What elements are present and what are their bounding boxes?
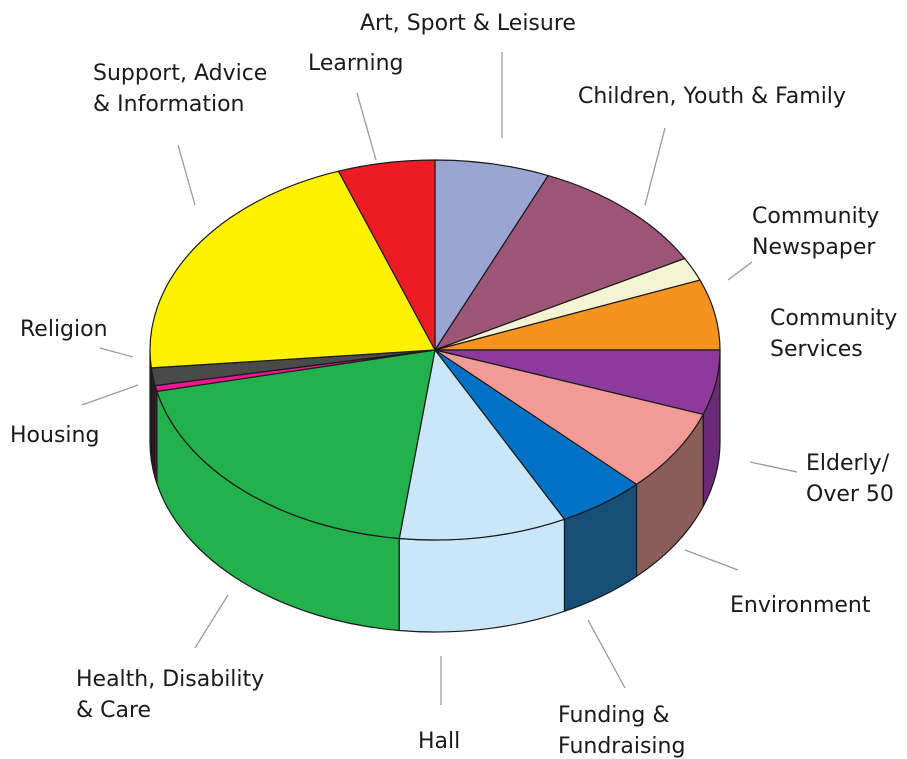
label-religion: Religion: [20, 317, 108, 342]
leader-children-youth-family: [644, 127, 666, 206]
slice-labels: Art, Sport & Leisure Children, Youth & Fa…: [10, 11, 897, 759]
pie-slices: [149, 159, 721, 541]
slice-hall: [398, 349, 565, 541]
label-line: Community: [770, 306, 897, 331]
leader-health-disability-care: [194, 594, 229, 649]
leader-community-newspaper: [727, 261, 753, 281]
slice-learning: [337, 159, 436, 351]
label-line: Hall: [418, 729, 460, 754]
label-support-advice-information: Support, Advice & Information: [93, 61, 267, 117]
label-line: Children, Youth & Family: [578, 84, 846, 109]
label-line: Services: [770, 337, 863, 362]
label-children-youth-family: Children, Youth & Family: [578, 84, 846, 109]
label-art-sport-leisure: Art, Sport & Leisure: [360, 11, 576, 36]
leader-lines: [81, 52, 798, 705]
label-funding-fundraising: Funding & Fundraising: [558, 703, 685, 759]
label-community-newspaper: Community Newspaper: [752, 204, 879, 260]
leader-religion: [99, 347, 134, 358]
label-learning: Learning: [308, 51, 404, 76]
label-environment: Environment: [730, 593, 871, 618]
label-housing: Housing: [10, 423, 99, 448]
label-health-disability-care: Health, Disability & Care: [76, 667, 264, 723]
label-line: Learning: [308, 51, 404, 76]
leader-environment: [684, 549, 739, 571]
slice-art-sport-leisure: [434, 159, 549, 351]
label-line: Art, Sport & Leisure: [360, 11, 576, 36]
leader-support-advice-information: [177, 144, 196, 206]
label-line: Elderly/: [806, 451, 890, 476]
label-line: Fundraising: [558, 734, 685, 759]
label-line: Community: [752, 204, 879, 229]
leader-learning: [356, 92, 377, 161]
pie-sides: [149, 349, 721, 633]
label-line: Health, Disability: [76, 667, 264, 692]
label-hall: Hall: [418, 729, 460, 754]
leader-funding-fundraising: [587, 619, 626, 689]
slice-children-youth-family: [434, 175, 686, 351]
slice-support-advice-information: [149, 170, 436, 369]
label-line: Support, Advice: [93, 61, 267, 86]
label-line: Funding &: [558, 703, 669, 728]
label-community-services: Community Services: [770, 306, 897, 362]
leader-housing: [81, 384, 139, 406]
label-elderly-over-50: Elderly/Over 50: [806, 451, 894, 507]
slice-health-disability-care: [156, 349, 436, 540]
label-line: Religion: [20, 317, 108, 342]
label-line: Environment: [730, 593, 871, 618]
label-line: Newspaper: [752, 235, 876, 260]
label-line: & Care: [76, 698, 151, 723]
leader-elderly-over-50: [749, 461, 798, 473]
label-line: & Information: [93, 92, 245, 117]
label-line: Over 50: [806, 482, 894, 507]
label-line: Housing: [10, 423, 99, 448]
slice-environment: [434, 349, 704, 485]
